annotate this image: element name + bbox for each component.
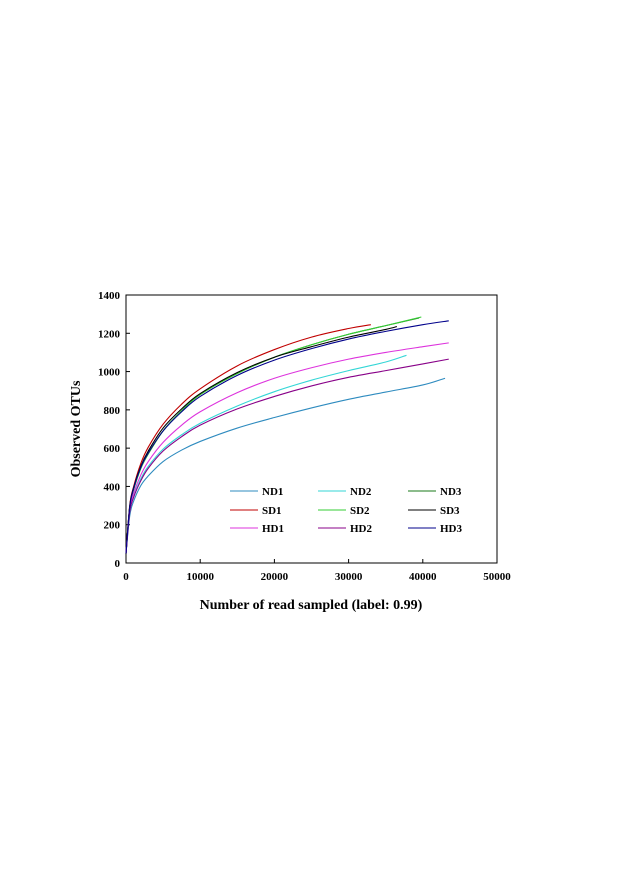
legend-label-sd3: SD3 — [440, 505, 460, 517]
series-line-hd3 — [125, 320, 449, 554]
x-axis-ticks: 0 10000 20000 30000 40000 50000 — [123, 559, 511, 583]
legend-label-hd2: HD2 — [350, 523, 373, 535]
series-line-sd3 — [125, 326, 397, 554]
y-tick-label: 800 — [104, 405, 121, 417]
series-lines — [125, 316, 449, 554]
x-tick-label: 50000 — [483, 571, 511, 583]
y-tick-label: 1000 — [98, 367, 121, 379]
x-tick-label: 40000 — [409, 571, 437, 583]
y-tick-label: 0 — [115, 558, 121, 570]
legend-label-hd3: HD3 — [440, 523, 463, 535]
series-line-hd1 — [125, 342, 449, 554]
legend-label-nd1: ND1 — [262, 486, 283, 498]
legend: ND1 ND2 ND3 SD1 SD2 SD3 HD1 HD2 HD3 — [230, 486, 463, 535]
x-tick-label: 0 — [123, 571, 129, 583]
y-axis-ticks: 0 200 400 600 800 1000 1200 1400 — [98, 290, 130, 570]
y-tick-label: 600 — [104, 443, 121, 455]
series-line-sd1 — [125, 324, 371, 554]
series-line-nd1 — [125, 377, 446, 554]
y-axis-title: Observed OTUs — [69, 380, 84, 477]
x-tick-label: 10000 — [186, 571, 214, 583]
x-axis-title: Number of read sampled (label: 0.99) — [200, 598, 423, 613]
legend-label-nd2: ND2 — [350, 486, 372, 498]
plot-frame — [125, 294, 498, 564]
y-tick-label: 1400 — [98, 290, 121, 302]
legend-label-sd2: SD2 — [350, 505, 370, 517]
series-line-hd2 — [125, 358, 449, 554]
y-tick-label: 1200 — [98, 328, 121, 340]
legend-label-sd1: SD1 — [262, 505, 282, 517]
legend-label-hd1: HD1 — [262, 523, 284, 535]
x-tick-label: 30000 — [335, 571, 363, 583]
legend-label-nd3: ND3 — [440, 486, 462, 498]
y-tick-label: 400 — [104, 481, 121, 493]
x-tick-label: 20000 — [261, 571, 289, 583]
y-tick-label: 200 — [104, 520, 121, 532]
